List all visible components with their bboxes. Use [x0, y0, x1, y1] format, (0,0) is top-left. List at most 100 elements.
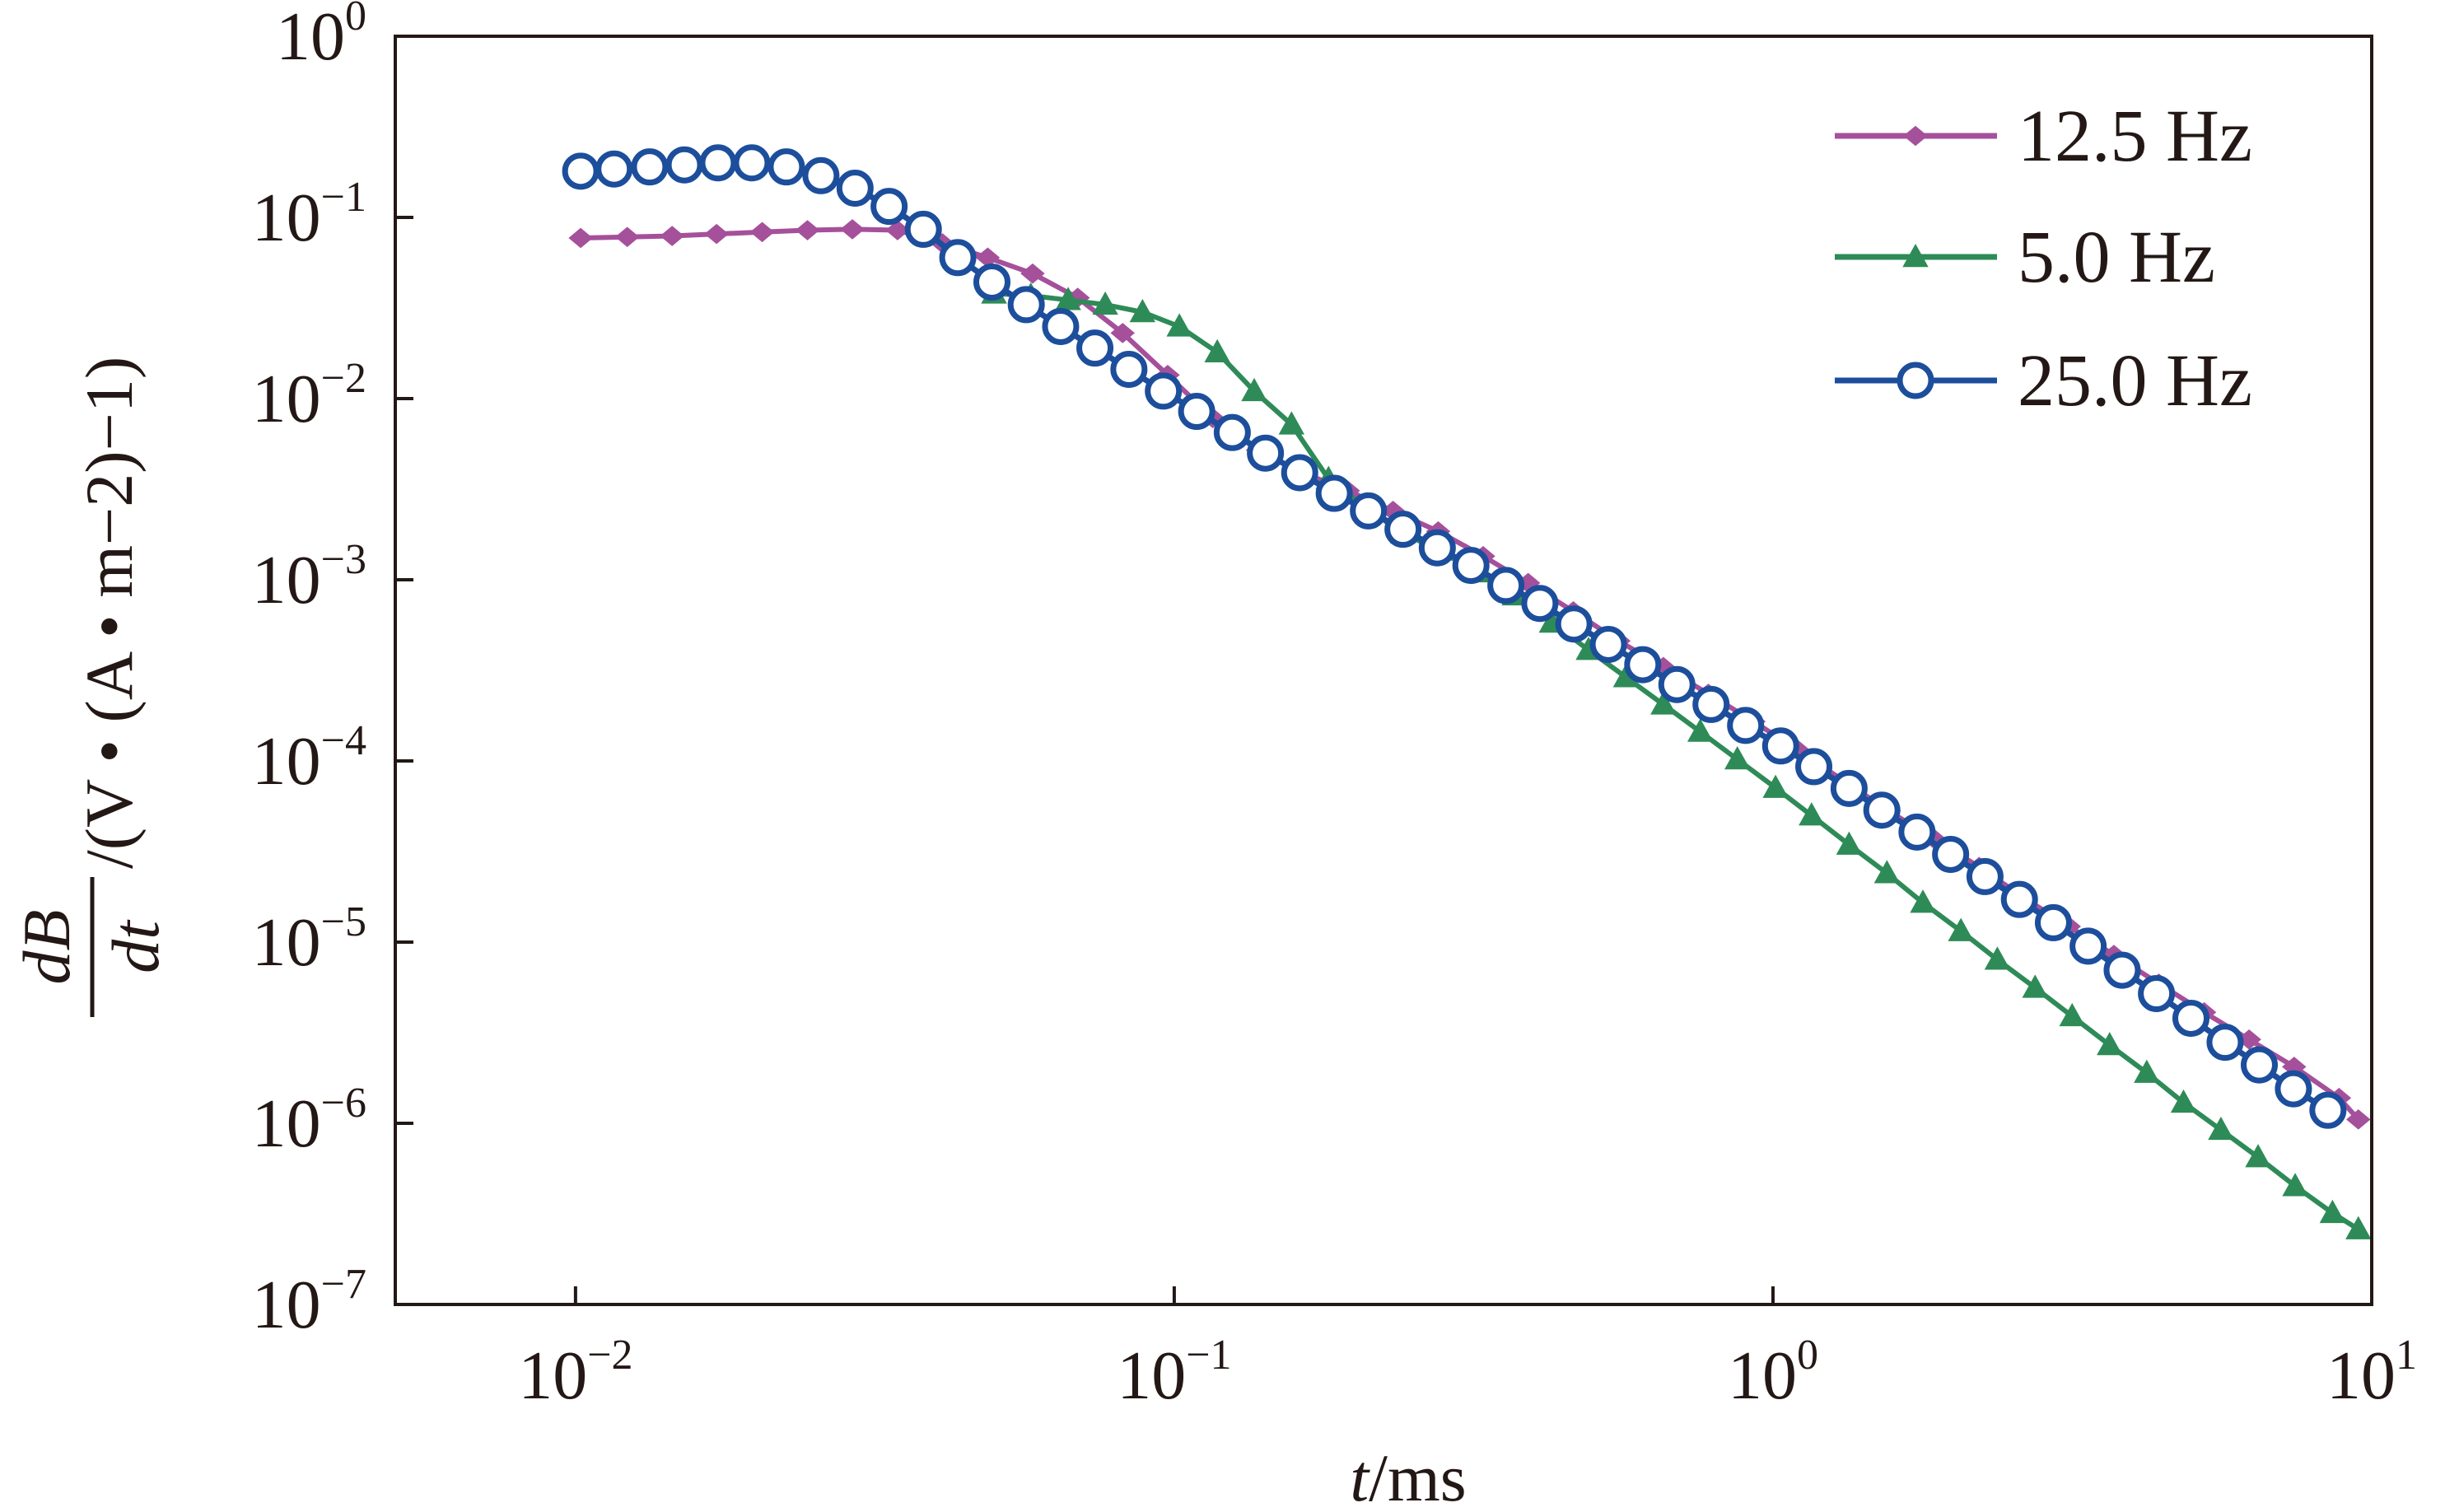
data-point	[2282, 1173, 2308, 1197]
x-tick-exponent: −1	[1186, 1332, 1231, 1379]
data-point	[1932, 835, 1970, 873]
data-point	[1948, 917, 1974, 941]
data-point	[836, 169, 874, 207]
data-point	[1724, 746, 1751, 770]
legend-label: 5.0 Hz	[2018, 217, 2215, 298]
x-tick-base: 10	[2326, 1337, 2396, 1414]
x-tick-label: 10−1	[1117, 1332, 1231, 1414]
data-point	[1145, 372, 1183, 410]
data-point	[2022, 974, 2048, 998]
data-point	[939, 239, 977, 277]
data-point	[1315, 474, 1353, 512]
data-point	[660, 226, 684, 246]
data-point	[1092, 291, 1118, 315]
data-point	[1213, 413, 1251, 451]
data-point	[2319, 1199, 2346, 1224]
y-tick-base: 10	[252, 904, 321, 981]
data-point	[1873, 860, 1901, 884]
series-line	[993, 291, 2360, 1232]
data-point	[2206, 1024, 2244, 1062]
y-tick-base: 10	[276, 0, 345, 75]
data-point	[2059, 1002, 2085, 1027]
x-axis-label-unit: /ms	[1369, 1440, 1466, 1512]
data-point	[2240, 1046, 2278, 1084]
data-point	[2208, 1116, 2234, 1141]
data-point	[1350, 492, 1388, 530]
y-tick-label: 100	[276, 0, 366, 75]
y-axis-label: dB dt /(V • (A • m−2)−1)	[9, 357, 173, 1017]
y-tick-label: 10−2	[252, 355, 366, 437]
x-axis-label: t/ms	[1350, 1440, 1466, 1512]
y-tick-exponent: 0	[345, 0, 366, 40]
data-point	[1055, 287, 1081, 310]
data-point	[1487, 567, 1525, 604]
data-point	[2034, 903, 2072, 941]
x-tick-exponent: 0	[1797, 1332, 1818, 1379]
data-point	[1278, 411, 1305, 435]
data-point	[1452, 547, 1490, 585]
data-point	[1863, 791, 1901, 829]
data-point	[2346, 1109, 2371, 1130]
data-point	[2275, 1070, 2312, 1108]
data-point	[1247, 434, 1285, 472]
data-point	[2245, 1144, 2271, 1168]
data-point	[2097, 1032, 2123, 1056]
data-point	[1658, 665, 1696, 703]
x-tick-base: 10	[1117, 1337, 1186, 1414]
x-tick-labels: 10−2 10−1 100 101	[518, 1332, 2417, 1414]
data-point	[1020, 263, 1045, 284]
y-tick-label: 10−3	[252, 536, 366, 618]
data-point	[2345, 1216, 2372, 1239]
y-tick-base: 10	[252, 1267, 321, 1343]
data-point	[2309, 1091, 2347, 1129]
data-point	[802, 156, 840, 194]
y-tick-label: 10−7	[252, 1261, 366, 1343]
y-tick-exponent: −6	[321, 1080, 366, 1127]
data-point	[1166, 313, 1192, 337]
data-point	[1384, 511, 1422, 548]
y-tick-base: 10	[252, 1085, 321, 1162]
data-point	[1418, 529, 1456, 567]
legend-item: 12.5 Hz	[1835, 96, 2252, 177]
legend-label: 25.0 Hz	[2018, 340, 2252, 422]
y-axis-label-denominator: dt	[98, 919, 173, 973]
data-point	[885, 220, 910, 240]
y-tick-exponent: −7	[321, 1261, 366, 1308]
data-point	[595, 150, 633, 188]
data-point	[704, 223, 729, 245]
data-point	[665, 146, 703, 184]
data-point	[1110, 323, 1136, 343]
x-tick-label: 100	[1728, 1332, 1818, 1414]
legend: 12.5 Hz 5.0 Hz 25.0 Hz	[1835, 96, 2252, 422]
data-point	[1830, 769, 1868, 807]
data-point	[2138, 974, 2176, 1012]
y-tick-label: 10−6	[252, 1080, 366, 1162]
data-point	[1178, 393, 1216, 431]
legend-item: 5.0 Hz	[1835, 217, 2215, 298]
data-point	[749, 222, 775, 243]
y-axis-label-unit: /(V • (A • m−2)−1)	[72, 357, 147, 869]
data-point	[973, 263, 1011, 301]
y-tick-exponent: −1	[321, 174, 366, 221]
data-point	[1836, 831, 1863, 855]
x-tick-label: 101	[2326, 1332, 2417, 1414]
data-point	[2172, 999, 2210, 1037]
data-point	[2000, 880, 2038, 918]
y-tick-label: 10−4	[252, 717, 366, 800]
x-tick-label: 10−2	[518, 1332, 632, 1414]
data-point	[1984, 946, 2011, 970]
data-point	[1692, 685, 1730, 723]
legend-swatch-marker	[1903, 125, 1928, 147]
data-point	[2170, 1089, 2197, 1113]
y-tick-exponent: −4	[321, 717, 366, 764]
data-point	[795, 220, 820, 240]
data-point	[1521, 585, 1559, 623]
data-point	[870, 188, 908, 226]
y-tick-base: 10	[252, 361, 321, 437]
x-tick-exponent: 1	[2396, 1332, 2417, 1379]
x-tick-base: 10	[518, 1337, 587, 1414]
series-line	[580, 160, 2330, 1113]
y-tick-base: 10	[252, 723, 321, 800]
